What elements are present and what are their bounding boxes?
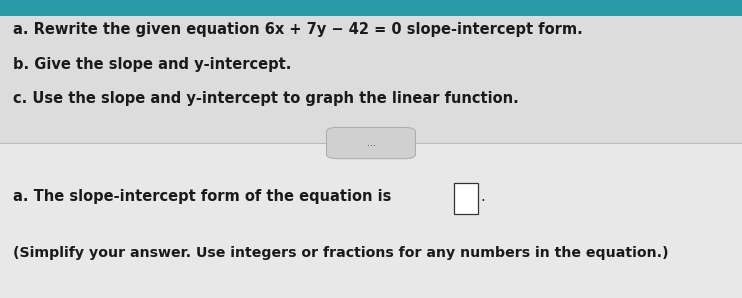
FancyBboxPatch shape [0,0,742,16]
FancyBboxPatch shape [326,128,416,159]
Text: b. Give the slope and y-intercept.: b. Give the slope and y-intercept. [13,57,292,72]
FancyBboxPatch shape [0,143,742,298]
Text: a. Rewrite the given equation 6x + 7y − 42 = 0 slope-intercept form.: a. Rewrite the given equation 6x + 7y − … [13,22,583,37]
Text: .: . [480,189,485,204]
FancyBboxPatch shape [0,16,742,143]
Text: a. The slope-intercept form of the equation is: a. The slope-intercept form of the equat… [13,189,392,204]
Text: (Simplify your answer. Use integers or fractions for any numbers in the equation: (Simplify your answer. Use integers or f… [13,246,669,260]
Text: c. Use the slope and y-intercept to graph the linear function.: c. Use the slope and y-intercept to grap… [13,91,519,106]
FancyBboxPatch shape [454,183,478,214]
Text: ...: ... [367,138,375,148]
